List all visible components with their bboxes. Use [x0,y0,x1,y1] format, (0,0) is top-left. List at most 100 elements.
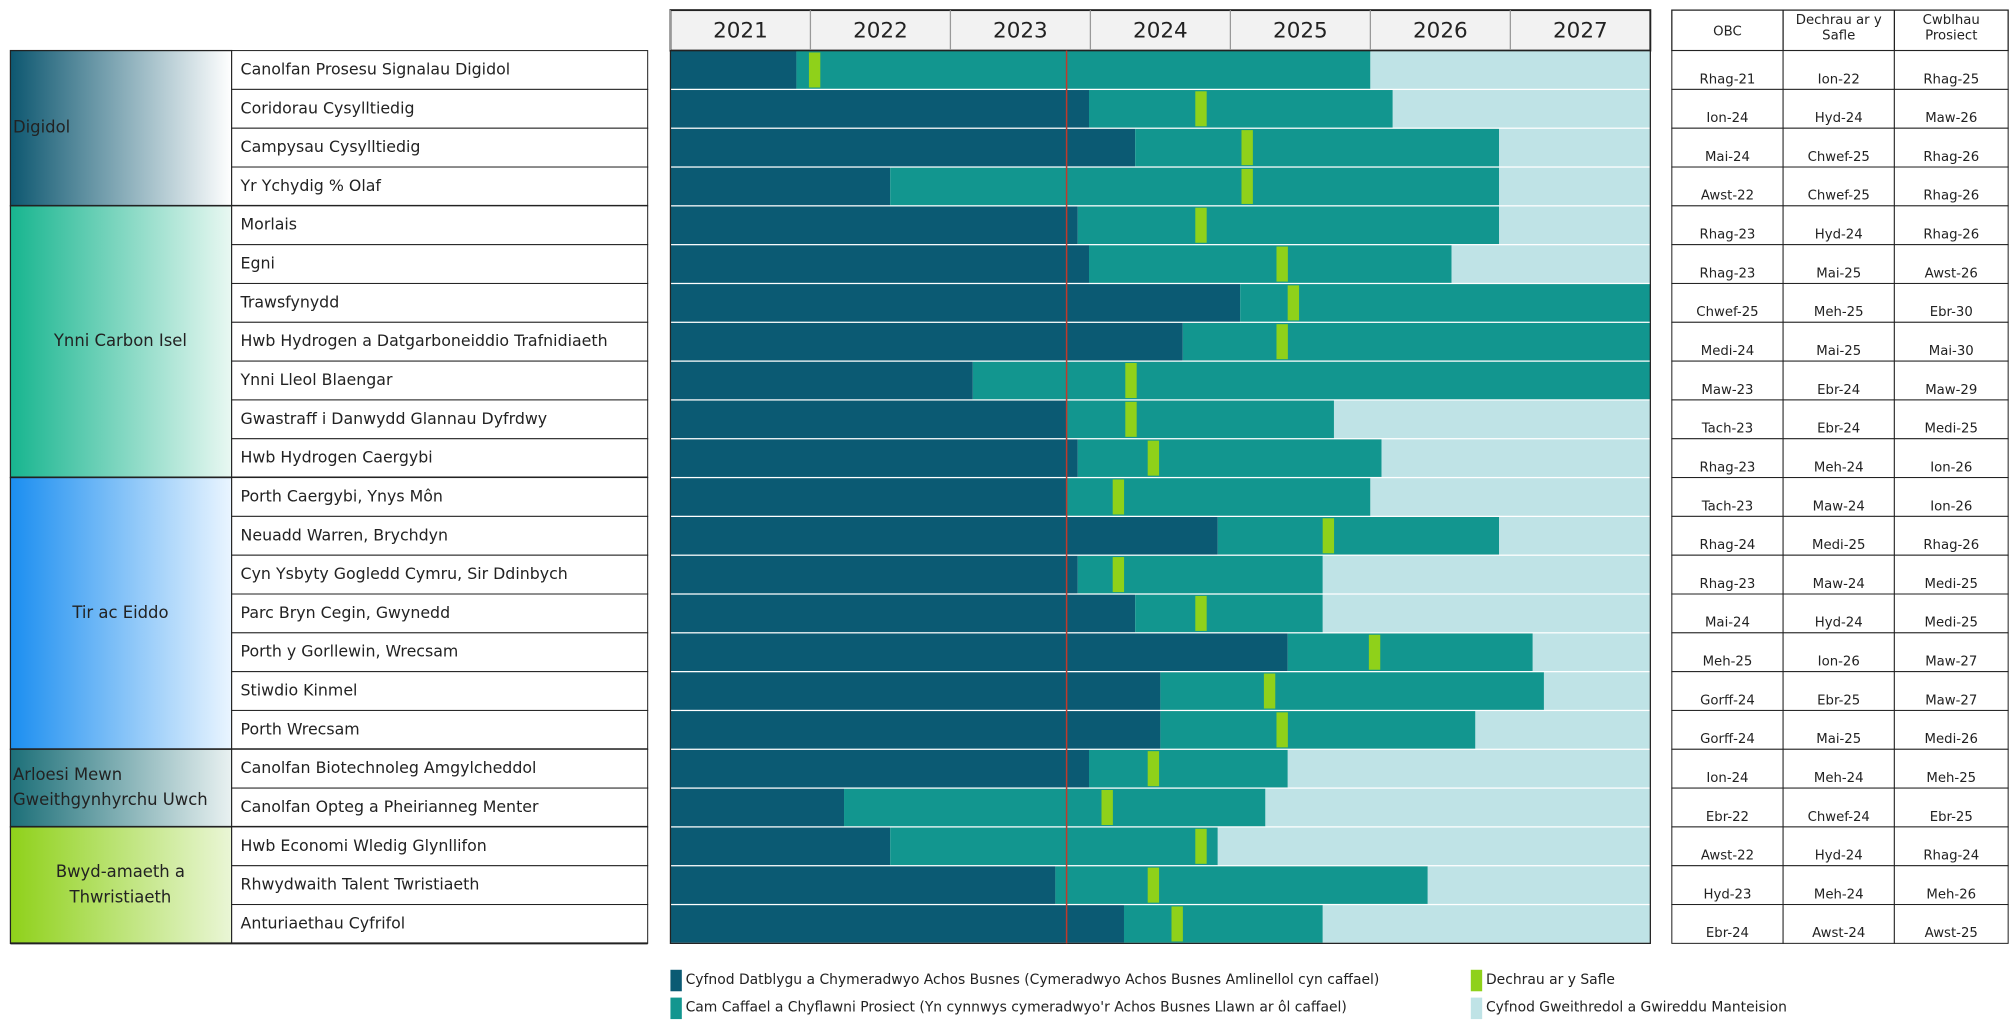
table-cell-text: Gorff-24 [1700,732,1755,747]
dev-bar [670,905,1124,943]
table-header-label: Prosiect [1925,28,1977,43]
table-cell-text: Maw-26 [1925,111,1977,126]
name-cell [231,399,649,440]
group-label: Thwristiaeth [69,887,172,906]
legend-label: Cam Caffael a Chyflawni Prosiect (Yn cyn… [686,1000,1347,1016]
legend-swatch [670,997,682,1020]
project-name: Cyn Ysbyty Gogledd Cymru, Sir Ddinbych [241,564,568,583]
table-cell-text: Chwef-25 [1808,189,1870,204]
dev-bar [670,245,1089,283]
delivery-bar [1160,711,1476,749]
dev-bar [670,594,1136,633]
table-cell-text: Ebr-24 [1817,383,1860,398]
legend-label: Dechrau ar y Safle [1486,972,1615,988]
table-cell [1893,593,2009,634]
table-cell [1893,127,2009,168]
table-cell [1893,787,2009,828]
project-name: Coridorau Cysylltiedig [241,98,415,117]
name-cell [231,360,649,401]
site-start-marker [1125,401,1137,437]
project-name: Parc Bryn Cegin, Gwynedd [241,603,451,622]
project-name: Stiwdio Kinmel [241,681,358,700]
dev-bar [670,749,1089,788]
table-cell [1782,787,1895,828]
name-cell [231,205,649,246]
table-cell-text: Rhag-23 [1700,460,1756,475]
dev-bar [670,866,1056,904]
name-cell [231,282,649,323]
table-cell-text: Rhag-26 [1923,189,1979,204]
table-cell [1893,166,2009,207]
operational-bar [1217,827,1651,866]
table-cell [1671,88,1784,129]
dev-bar [670,361,973,400]
year-label: 2025 [1273,19,1328,44]
delivery-bar [1055,866,1428,904]
operational-bar [1370,478,1651,516]
table-cell-text: Meh-25 [1814,305,1864,320]
site-start-marker [1276,712,1288,748]
operational-bar [1499,128,1651,167]
project-name: Trawsfynydd [240,292,340,311]
table-cell-text: Ion-22 [1818,72,1860,87]
table-cell-text: Awst-22 [1701,189,1754,204]
table-cell-text: Rhag-25 [1923,72,1979,87]
name-cell [231,787,649,828]
delivery-bar [1160,672,1544,710]
site-start-marker [808,52,821,88]
group-label: Ynni Carbon Isel [53,331,187,350]
table-cell-text: Awst-25 [1925,926,1978,941]
table-cell [1782,904,1895,944]
table-cell [1671,593,1784,634]
project-name: Porth Wrecsam [241,719,360,738]
table-cell-text: Awst-24 [1812,926,1865,941]
table-cell [1782,399,1895,440]
site-start-marker [1241,168,1253,204]
table-cell [1782,748,1895,789]
legend-swatch [1470,969,1483,992]
group-label: Tir ac Eiddo [71,603,168,622]
table-cell-text: Awst-26 [1925,266,1978,281]
table-cell-text: Medi-24 [1701,344,1754,359]
group-label: Gweithgynhyrchu Uwch [13,790,208,809]
delivery-bar [1077,206,1500,245]
site-start-marker [1147,867,1160,903]
table-cell [1782,438,1895,479]
table-cell [1782,671,1895,711]
legend-swatch [670,969,682,992]
project-name: Yr Ychydig % Olaf [240,176,382,195]
year-label: 2023 [993,19,1048,44]
table-cell-text: Ion-26 [1930,499,1972,514]
project-name: Ynni Lleol Blaengar [240,370,393,389]
table-header-label: OBC [1713,25,1742,40]
table-cell-text: Meh-25 [1703,655,1753,670]
table-cell [1671,826,1784,867]
table-cell-text: Maw-29 [1925,383,1977,398]
table-cell-text: Maw-27 [1925,693,1977,708]
site-start-marker [1322,518,1335,554]
table-cell [1671,865,1784,906]
table-cell [1782,865,1895,906]
site-start-marker [1276,246,1288,282]
dev-bar [670,827,891,866]
site-start-marker [1147,440,1160,476]
table-cell-text: Awst-22 [1701,849,1754,864]
site-start-marker [1276,324,1288,360]
table-cell-text: Ion-24 [1706,111,1748,126]
legend-label: Cyfnod Datblygu a Chymeradwyo Achos Busn… [686,972,1380,988]
year-label: 2024 [1133,19,1188,44]
table-cell [1671,127,1784,168]
table-cell [1671,244,1784,284]
table-cell [1671,166,1784,207]
table-cell [1893,865,2009,906]
table-cell [1782,593,1895,634]
site-start-marker [1263,673,1276,709]
table-cell-text: Hyd-24 [1815,111,1863,126]
delivery-bar [890,827,1218,866]
year-label: 2021 [713,19,768,44]
site-start-marker [1101,789,1113,826]
delivery-bar [1066,400,1334,439]
table-cell-text: Ebr-25 [1930,810,1973,825]
table-cell-text: Maw-27 [1925,655,1977,670]
